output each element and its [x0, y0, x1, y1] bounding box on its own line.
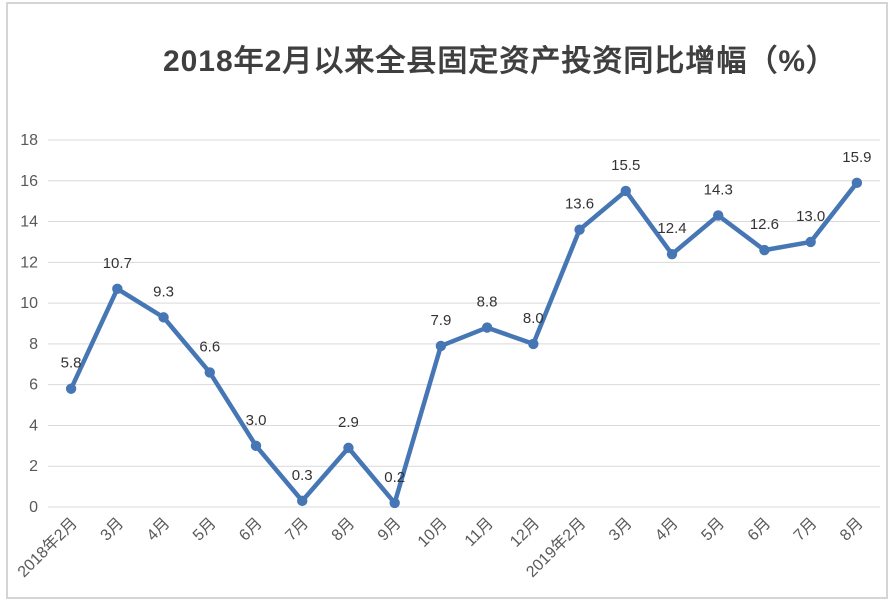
y-axis-label: 12	[20, 254, 38, 271]
x-axis-label: 11月	[462, 515, 497, 550]
x-axis-label: 7月	[791, 515, 821, 545]
data-label: 0.2	[384, 469, 405, 486]
x-axis-label: 12月	[507, 515, 543, 551]
data-label: 6.6	[199, 338, 220, 355]
data-point	[481, 322, 493, 333]
data-label: 13.0	[796, 208, 825, 225]
data-point	[343, 442, 354, 454]
data-point	[528, 338, 539, 350]
data-point	[65, 383, 77, 394]
data-point	[204, 367, 215, 378]
data-label: 12.6	[750, 216, 779, 233]
x-axis-label: 8月	[837, 515, 867, 545]
x-axis-label: 5月	[190, 515, 220, 545]
x-axis-label: 4月	[652, 515, 682, 545]
data-point	[435, 340, 447, 352]
x-axis-label: 7月	[282, 515, 312, 545]
data-label: 15.5	[611, 157, 640, 174]
data-label: 12.4	[657, 220, 686, 237]
data-point	[112, 283, 123, 295]
data-label: 2.9	[338, 414, 359, 431]
x-axis-label: 5月	[698, 515, 728, 545]
data-point	[666, 248, 678, 260]
x-axis-label: 9月	[375, 515, 405, 545]
data-point	[574, 224, 585, 235]
y-axis-label: 2	[29, 458, 38, 475]
data-point	[759, 244, 770, 256]
data-label: 9.3	[153, 283, 174, 300]
data-point	[250, 440, 262, 452]
y-axis-label: 6	[29, 377, 38, 394]
y-axis-label: 10	[20, 295, 38, 312]
y-axis-label: 14	[20, 214, 38, 231]
x-axis-label: 4月	[144, 515, 174, 545]
data-point	[297, 495, 308, 507]
data-label: 15.9	[842, 149, 871, 166]
x-axis-label: 3月	[606, 515, 636, 545]
data-label: 0.3	[292, 467, 313, 484]
data-label: 7.9	[430, 312, 451, 329]
data-point	[713, 210, 724, 221]
data-label: 5.8	[61, 355, 82, 372]
data-label: 13.6	[565, 196, 594, 213]
y-axis-label: 18	[20, 132, 38, 149]
x-axis-label: 6月	[236, 515, 266, 545]
y-axis-label: 8	[29, 336, 38, 353]
data-label: 3.0	[246, 412, 267, 429]
series-line	[68, 180, 860, 506]
y-axis-label: 16	[20, 173, 38, 190]
data-point	[620, 185, 631, 197]
x-axis-label: 6月	[745, 515, 775, 545]
chart-title: 2018年2月以来全县固定资产投资同比增幅（%）	[162, 45, 838, 78]
chart-frame	[6, 2, 888, 599]
data-label: 8.0	[523, 310, 544, 327]
data-label: 10.7	[103, 255, 132, 272]
data-point	[389, 497, 400, 509]
data-point	[851, 177, 863, 189]
x-axis-label: 3月	[98, 515, 128, 545]
x-axis-label: 2018年2月	[14, 514, 81, 581]
data-label: 8.8	[477, 294, 498, 311]
y-axis-label: 4	[29, 417, 38, 434]
data-label: 14.3	[704, 181, 733, 198]
x-axis-label: 8月	[329, 515, 359, 545]
x-axis-label: 10月	[415, 515, 451, 551]
y-axis-label: 0	[29, 499, 38, 516]
data-point	[158, 312, 169, 323]
data-point	[805, 236, 816, 248]
